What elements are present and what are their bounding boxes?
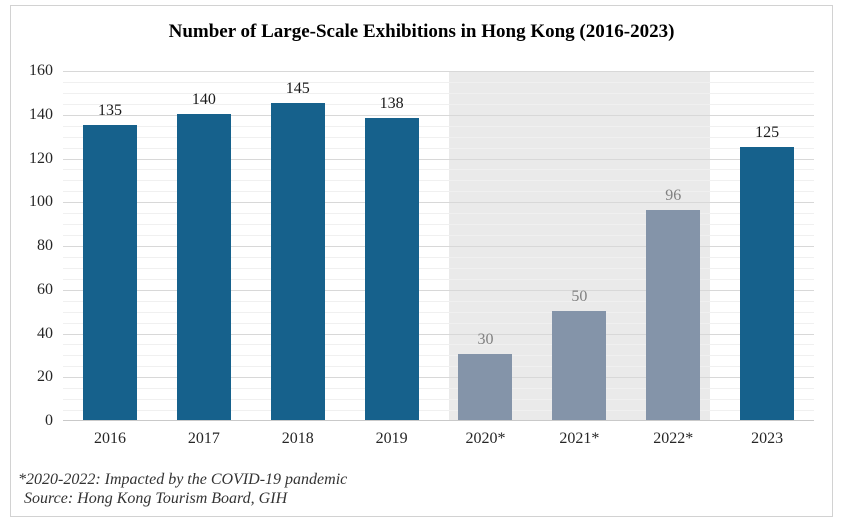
bar-2016 bbox=[82, 124, 137, 420]
minor-gridline bbox=[63, 322, 814, 324]
x-axis-label: 2022* bbox=[653, 430, 694, 447]
minor-gridline bbox=[63, 410, 814, 412]
minor-gridline bbox=[63, 366, 814, 368]
minor-gridline bbox=[63, 311, 814, 313]
bar-2020* bbox=[458, 354, 513, 420]
major-gridline bbox=[63, 158, 814, 160]
footnote-covid-note: *2020-2022: Impacted by the COVID-19 pan… bbox=[18, 471, 348, 488]
minor-gridline bbox=[63, 169, 814, 171]
y-axis-label: 80 bbox=[37, 237, 53, 254]
major-gridline bbox=[63, 333, 814, 335]
bar-value-label: 125 bbox=[755, 123, 780, 141]
bar-value-label: 50 bbox=[571, 287, 588, 305]
major-gridline bbox=[63, 202, 814, 204]
x-axis-label: 2016 bbox=[93, 430, 126, 447]
minor-gridline bbox=[63, 147, 814, 149]
x-axis-label: 2023 bbox=[751, 430, 784, 447]
y-axis-label: 100 bbox=[29, 193, 53, 211]
major-gridline bbox=[63, 114, 814, 116]
minor-gridline bbox=[63, 300, 814, 302]
major-gridline bbox=[63, 71, 814, 72]
minor-gridline bbox=[63, 256, 814, 258]
x-axis-label: 2020* bbox=[465, 430, 506, 447]
bar-2017 bbox=[176, 113, 231, 420]
bar-2021* bbox=[552, 310, 607, 420]
y-axis-label: 140 bbox=[29, 105, 53, 123]
y-axis-label: 160 bbox=[29, 62, 53, 79]
x-axis-label: 2019 bbox=[375, 430, 408, 447]
bar-2023 bbox=[740, 146, 795, 420]
chart-frame: Number of Large-Scale Exhibitions in Hon… bbox=[10, 5, 833, 517]
bar-value-label: 138 bbox=[379, 95, 404, 113]
bar-value-label: 30 bbox=[477, 331, 494, 349]
bar-2022* bbox=[646, 210, 701, 420]
chart-title: Number of Large-Scale Exhibitions in Hon… bbox=[168, 21, 675, 42]
y-axis-label: 60 bbox=[37, 280, 53, 298]
bar-value-label: 140 bbox=[191, 90, 216, 108]
bar-value-label: 96 bbox=[665, 187, 682, 204]
minor-gridline bbox=[63, 191, 814, 193]
minor-gridline bbox=[63, 81, 814, 83]
major-gridline bbox=[63, 246, 814, 247]
major-gridline bbox=[63, 377, 814, 379]
major-gridline bbox=[63, 289, 814, 291]
minor-gridline bbox=[63, 224, 814, 226]
minor-gridline bbox=[63, 235, 814, 237]
y-axis-label: 0 bbox=[45, 412, 53, 429]
plot-area: 0 20 40 60 80 100 120 140 160 135 2016 140 2017 145 20… bbox=[29, 62, 814, 447]
minor-gridline bbox=[63, 213, 814, 215]
minor-gridline bbox=[63, 344, 814, 346]
minor-gridline bbox=[63, 92, 814, 94]
minor-gridline bbox=[63, 388, 814, 390]
minor-gridline bbox=[63, 136, 814, 138]
x-axis-label: 2017 bbox=[187, 430, 220, 447]
y-axis-label: 120 bbox=[29, 149, 53, 167]
x-axis-line bbox=[63, 420, 814, 421]
minor-gridline bbox=[63, 278, 814, 280]
y-axis-label: 20 bbox=[37, 368, 53, 386]
footnotes: *2020-2022: Impacted by the COVID-19 pan… bbox=[18, 470, 347, 508]
minor-gridline bbox=[63, 267, 814, 269]
x-axis-label: 2018 bbox=[281, 430, 314, 447]
x-axis-label: 2021* bbox=[559, 430, 600, 447]
minor-gridline bbox=[63, 355, 814, 357]
y-axis-label: 40 bbox=[37, 324, 53, 342]
footnote-source: Source: Hong Kong Tourism Board, GIH bbox=[24, 490, 288, 507]
minor-gridline bbox=[63, 399, 814, 401]
bar-2018 bbox=[270, 102, 325, 420]
minor-gridline bbox=[63, 180, 814, 182]
bar-2019 bbox=[364, 118, 419, 420]
bar-value-label: 135 bbox=[97, 101, 122, 119]
bar-value-label: 145 bbox=[285, 79, 310, 97]
minor-gridline bbox=[63, 103, 814, 105]
minor-gridline bbox=[63, 125, 814, 127]
